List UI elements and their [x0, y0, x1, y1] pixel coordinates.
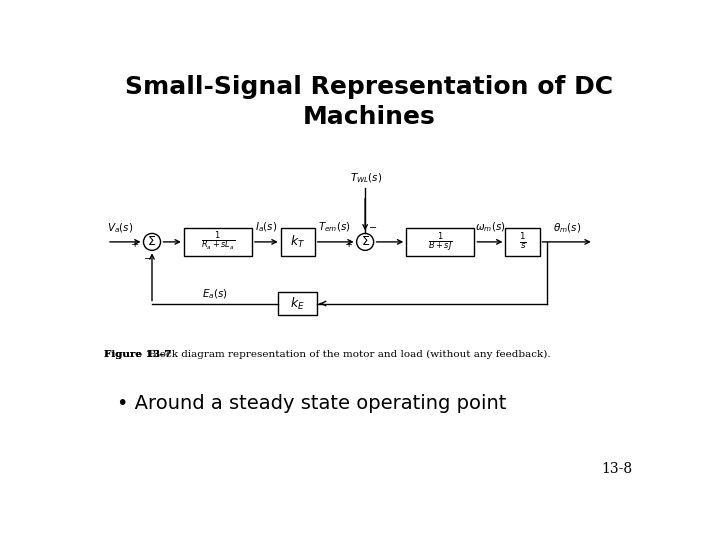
- FancyBboxPatch shape: [279, 292, 317, 315]
- Text: $\Sigma$: $\Sigma$: [361, 235, 369, 248]
- Text: $\frac{1}{s}$: $\frac{1}{s}$: [518, 232, 526, 252]
- Text: $T_{WL}(s)$: $T_{WL}(s)$: [351, 171, 383, 185]
- Text: $\Sigma$: $\Sigma$: [148, 235, 156, 248]
- Text: Figure 13-7: Figure 13-7: [104, 350, 171, 359]
- Text: +: +: [346, 240, 354, 249]
- Circle shape: [143, 233, 161, 251]
- Text: $I_a(s)$: $I_a(s)$: [255, 221, 277, 234]
- Text: $T_{em}(s)$: $T_{em}(s)$: [318, 221, 351, 234]
- Text: 13-8: 13-8: [601, 462, 632, 476]
- Text: $\frac{1}{B + sJ}$: $\frac{1}{B + sJ}$: [428, 230, 453, 254]
- Text: Small-Signal Representation of DC
Machines: Small-Signal Representation of DC Machin…: [125, 75, 613, 129]
- Text: $V_a(s)$: $V_a(s)$: [107, 221, 133, 235]
- Text: $E_a(s)$: $E_a(s)$: [202, 288, 228, 301]
- FancyBboxPatch shape: [406, 228, 474, 256]
- Text: Figure 13-7: Figure 13-7: [104, 350, 171, 359]
- Circle shape: [356, 233, 374, 251]
- FancyBboxPatch shape: [184, 228, 252, 256]
- Text: • Around a steady state operating point: • Around a steady state operating point: [117, 394, 506, 413]
- Text: $k_T$: $k_T$: [290, 234, 305, 250]
- Text: $k_E$: $k_E$: [290, 295, 305, 312]
- FancyBboxPatch shape: [505, 228, 539, 256]
- Text: Block diagram representation of the motor and load (without any feedback).: Block diagram representation of the moto…: [139, 350, 551, 359]
- FancyBboxPatch shape: [281, 228, 315, 256]
- Text: $\frac{1}{R_a + sL_a}$: $\frac{1}{R_a + sL_a}$: [201, 231, 235, 253]
- Text: $-$: $-$: [143, 253, 152, 262]
- Text: Figure 13-7   Block diagram representation of the motor and load (without any fe: Figure 13-7 Block diagram representation…: [104, 350, 577, 359]
- Text: +: +: [131, 240, 140, 249]
- Text: $\omega_m(s)$: $\omega_m(s)$: [474, 221, 505, 234]
- Text: $-$: $-$: [368, 222, 377, 231]
- Text: $\theta_m(s)$: $\theta_m(s)$: [554, 221, 582, 235]
